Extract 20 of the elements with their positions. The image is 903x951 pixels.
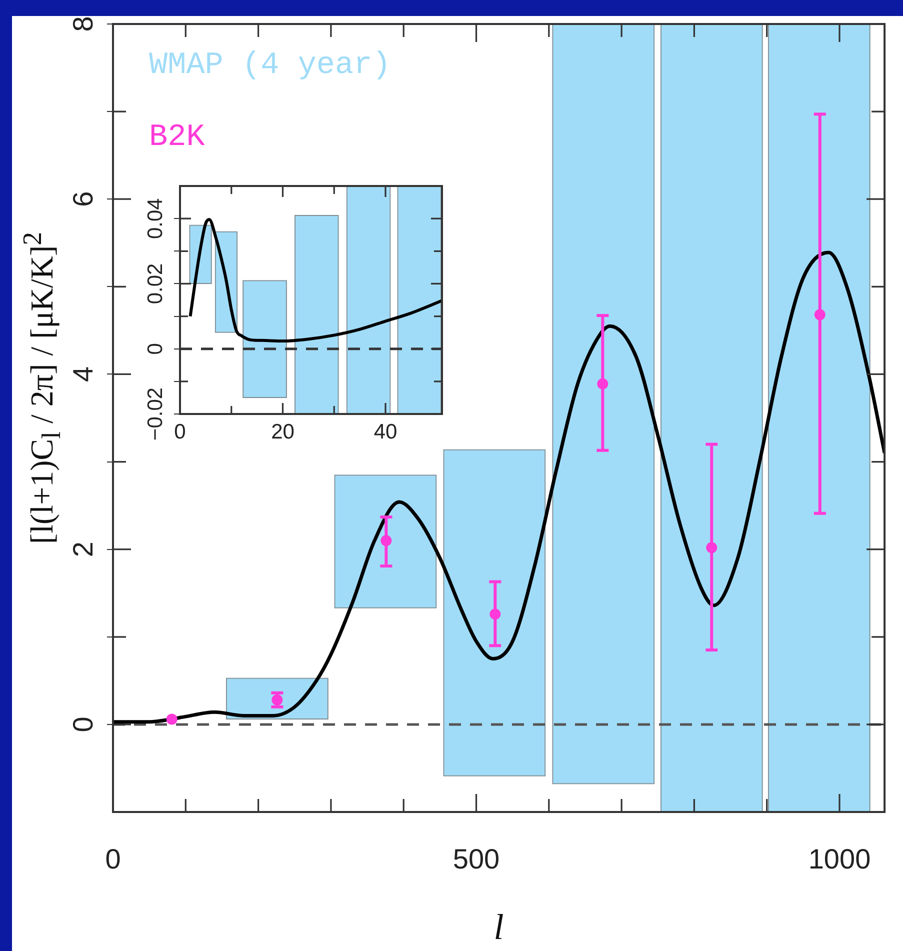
y-tick-label: 0 [68,716,99,732]
y-tick-label: 2 [68,542,99,558]
x-tick-label: 40 [374,420,398,444]
y-tick-label: 0 [144,343,167,355]
x-tick-label: 0 [174,420,186,444]
y-tick-label: 0.02 [144,263,167,304]
x-tick-label: 20 [271,420,294,444]
x-tick-label: 1000 [808,844,871,875]
y-tick-label: 0.04 [144,198,167,240]
y-tick-label: −0.02 [144,387,167,441]
x-axis-title: l [494,906,504,947]
y-tick-label: 4 [68,366,99,382]
line-series [188,218,442,343]
y-tick-label: 8 [68,16,99,32]
text: WMAP (4 year) [149,47,391,85]
text: B2K [149,119,206,157]
point [166,714,178,725]
x-tick-label: 500 [452,844,500,875]
x-tick-label: 0 [105,844,121,875]
y-tick-label: 6 [68,191,99,207]
